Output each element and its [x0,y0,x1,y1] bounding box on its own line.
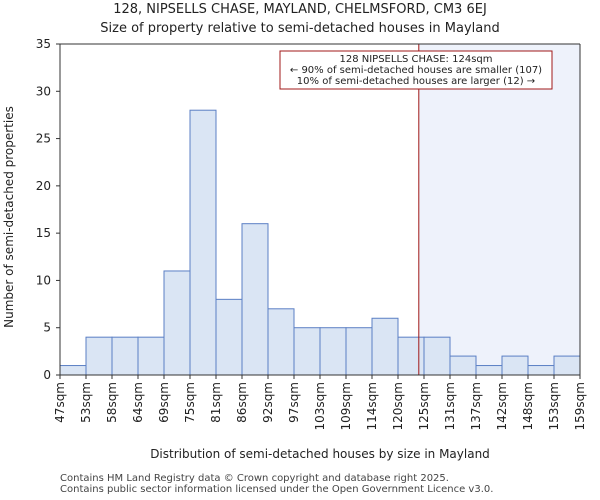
annotation-line-2: ← 90% of semi-detached houses are smalle… [290,65,542,76]
bar [475,365,503,376]
x-tick-label: 120sqm [391,382,405,430]
bar [85,336,113,376]
x-tick-label: 125sqm [417,382,431,430]
bar [345,327,373,376]
bar [189,109,217,376]
bar [319,327,347,376]
bar [293,327,321,376]
y-tick-label: 30 [36,84,51,98]
bar [111,336,139,376]
annotation-line-3: 10% of semi-detached houses are larger (… [297,76,535,87]
x-tick-label: 92sqm [261,382,275,423]
y-tick-label: 20 [36,179,51,193]
x-tick-label: 137sqm [469,382,483,430]
x-tick-label: 64sqm [131,382,145,423]
x-tick-label: 58sqm [105,382,119,423]
bar [501,355,529,376]
x-tick-label: 97sqm [287,382,301,423]
bar [215,298,243,376]
x-tick-label: 142sqm [495,382,509,430]
y-tick-label: 25 [36,132,51,146]
chart-title: 128, NIPSELLS CHASE, MAYLAND, CHELMSFORD… [113,2,487,17]
footer-licence: Contains public sector information licen… [60,484,494,495]
x-tick-label: 86sqm [235,382,249,423]
x-tick-label: 114sqm [365,382,379,430]
bar [267,308,295,376]
x-tick-label: 53sqm [79,382,93,423]
bar [553,355,581,376]
x-tick-label: 103sqm [313,382,327,430]
x-tick-label: 109sqm [339,382,353,430]
x-tick-label: 47sqm [53,382,67,423]
y-tick-label: 5 [43,321,51,335]
annotation-box [279,50,553,90]
x-tick-label: 131sqm [443,382,457,430]
y-tick-label: 15 [36,226,51,240]
x-tick-label: 69sqm [157,382,171,423]
annotation-line-1: 128 NIPSELLS CHASE: 124sqm [339,54,492,65]
x-tick-label: 81sqm [209,382,223,423]
larger-region-shade [418,44,580,375]
footer-copyright: Contains HM Land Registry data © Crown c… [60,473,449,484]
bar [423,336,451,376]
x-tick-label: 153sqm [547,382,561,430]
bar [397,336,425,376]
y-tick-label: 0 [43,368,51,382]
bar [137,336,165,376]
bar [59,365,87,376]
bar [371,317,399,376]
y-axis-label: Number of semi-detached properties [2,106,16,328]
bar [163,270,191,376]
x-tick-label: 75sqm [183,382,197,423]
bar [241,223,269,376]
y-tick-label: 10 [36,273,51,287]
x-axis-label: Distribution of semi-detached houses by … [150,447,490,461]
x-tick-label: 148sqm [521,382,535,430]
bar [449,355,477,376]
chart-subtitle: Size of property relative to semi-detach… [100,21,500,36]
x-tick-label: 159sqm [573,382,587,430]
bar [527,365,555,376]
y-tick-label: 35 [36,37,51,51]
